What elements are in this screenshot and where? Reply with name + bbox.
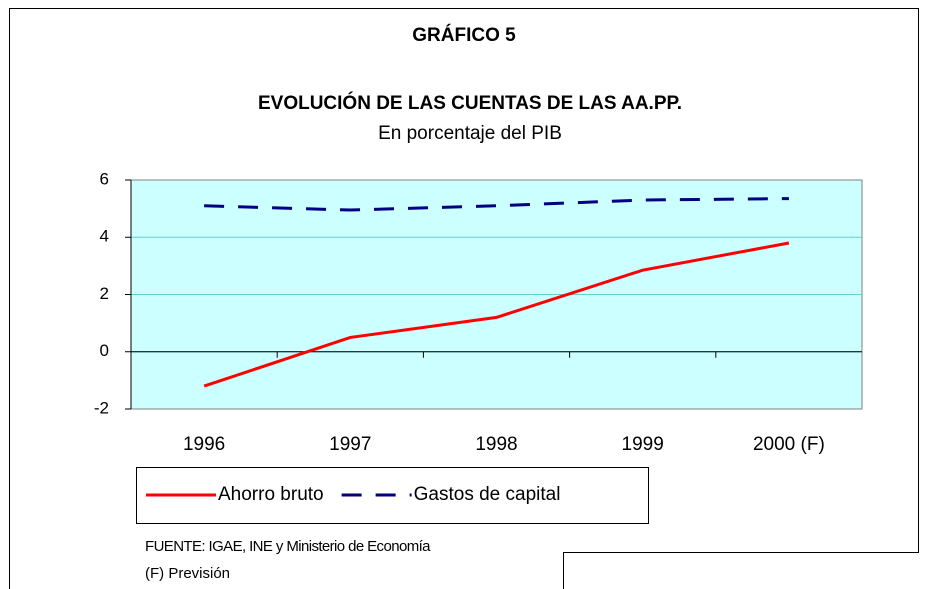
- x-tick-label: 1998: [475, 434, 517, 455]
- x-tick-label: 2000 (F): [753, 434, 825, 455]
- y-label: En porcentaje del PIB: [378, 123, 562, 144]
- legend-label: Gastos de capital: [414, 484, 561, 505]
- chart-subtitle: EVOLUCIÓN DE LAS CUENTAS DE LAS AA.PP.: [258, 92, 682, 114]
- x-tick-label: 1996: [183, 434, 225, 455]
- y-tick-label: 2: [100, 284, 109, 303]
- series-line: [204, 197, 789, 212]
- chart-title: GRÁFICO 5: [412, 24, 516, 46]
- legend-box: [136, 467, 649, 524]
- note: (F) Previsión: [145, 565, 230, 582]
- y-tick-label: 4: [100, 227, 109, 246]
- frame: [9, 8, 919, 589]
- x-tick-label: 1997: [329, 434, 371, 455]
- x-tick-label: 1999: [622, 434, 664, 455]
- source: FUENTE: IGAE, INE y Ministerio de Econom…: [145, 538, 431, 555]
- y-tick-label: -2: [94, 398, 109, 417]
- y-tick-label: 0: [100, 341, 109, 360]
- series-line: [203, 241, 790, 388]
- legend-label: Ahorro bruto: [218, 484, 324, 505]
- y-tick-label: 6: [100, 169, 109, 188]
